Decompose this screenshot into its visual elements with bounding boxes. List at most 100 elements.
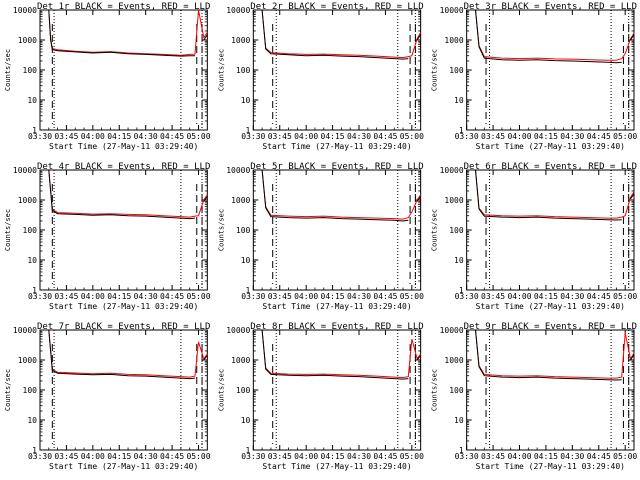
plot-title: Det 4r BLACK = Events, RED = LLD [37,162,210,172]
x-tick-label: 04:30 [560,452,584,461]
y-tick-label: 10000 [13,6,37,15]
y-tick-label: 10000 [226,166,250,175]
x-axis-label: Start Time (27-May-11 03:29:40) [49,302,198,311]
plot-frame [39,169,208,291]
x-axis-label: Start Time (27-May-11 03:29:40) [476,142,625,151]
x-tick-label: 03:30 [241,292,265,301]
y-axis-label: Counts/sec [4,49,12,91]
x-axis-label: Start Time (27-May-11 03:29:40) [49,462,198,471]
x-tick-label: 04:15 [107,132,131,141]
events-series-line [261,169,422,222]
x-tick-label: 04:30 [347,292,371,301]
detector-plot-7: Det 7r BLACK = Events, RED = LLD 1 10 100 10… [4,322,211,471]
y-tick-label: 1000 [444,196,463,205]
y-tick-label: 1 [246,286,251,295]
x-tick-label: 04:30 [134,292,158,301]
lld-series-line [261,329,422,379]
x-tick-label: 04:30 [560,292,584,301]
y-axis-label: Counts/sec [431,369,439,411]
x-tick-label: 04:00 [507,452,531,461]
events-series-line [475,169,635,221]
x-tick-label: 03:45 [481,452,505,461]
detector-plot-6: Det 6r BLACK = Events, RED = LLD 1 10 100 10… [431,162,638,311]
y-tick-label: 10 [454,96,464,105]
y-axis-label: Counts/sec [217,209,225,251]
x-axis-label: Start Time (27-May-11 03:29:40) [262,302,411,311]
x-tick-label: 03:30 [455,132,479,141]
x-tick-label: 03:45 [54,292,78,301]
x-tick-label: 04:30 [134,452,158,461]
x-tick-label: 04:00 [294,452,318,461]
x-tick-label: 03:30 [455,452,479,461]
plot-frame [252,169,422,291]
lld-series-line [475,9,635,61]
x-tick-label: 04:30 [347,132,371,141]
x-axis-label: Start Time (27-May-11 03:29:40) [262,142,411,151]
x-tick-label: 05:00 [613,452,637,461]
y-tick-label: 1000 [444,356,463,365]
y-tick-label: 10 [454,256,464,265]
plot-title: Det 8r BLACK = Events, RED = LLD [250,322,423,332]
events-series-line [261,329,422,380]
y-tick-label: 1000 [444,36,463,45]
y-axis-label: Counts/sec [431,209,439,251]
x-tick-label: 04:45 [160,132,184,141]
x-tick-label: 04:30 [560,132,584,141]
x-tick-label: 04:15 [107,292,131,301]
y-tick-label: 10 [241,256,251,265]
x-tick-label: 04:45 [373,292,397,301]
y-tick-label: 100 [236,66,251,75]
x-tick-label: 05:00 [613,292,637,301]
plot-frame [252,9,422,131]
y-tick-label: 1 [246,126,251,135]
x-axis-label: Start Time (27-May-11 03:29:40) [262,462,411,471]
plot-frame [252,329,422,451]
y-tick-label: 10000 [440,166,464,175]
lld-series-line [48,329,208,378]
x-tick-label: 04:15 [321,132,345,141]
y-axis-label: Counts/sec [4,369,12,411]
x-tick-label: 04:45 [160,452,184,461]
x-tick-label: 03:45 [481,132,505,141]
x-tick-label: 04:00 [81,452,105,461]
y-tick-label: 1000 [18,196,37,205]
plot-title: Det 9r BLACK = Events, RED = LLD [464,322,637,332]
y-tick-label: 10000 [440,6,464,15]
y-tick-label: 100 [23,226,38,235]
plot-title: Det 6r BLACK = Events, RED = LLD [464,162,637,172]
x-tick-label: 03:30 [241,132,265,141]
y-tick-label: 100 [449,386,464,395]
y-tick-label: 1 [459,126,464,135]
x-tick-label: 03:45 [54,452,78,461]
y-tick-label: 10 [241,416,251,425]
y-tick-label: 100 [23,386,38,395]
x-tick-label: 05:00 [613,132,637,141]
x-tick-label: 05:00 [186,452,210,461]
y-tick-label: 1000 [231,356,250,365]
y-tick-label: 1000 [18,356,37,365]
y-tick-label: 1 [246,446,251,455]
plot-title: Det 2r BLACK = Events, RED = LLD [250,2,423,12]
events-series-line [475,9,635,64]
x-tick-label: 04:45 [160,292,184,301]
x-tick-label: 04:15 [107,452,131,461]
plot-frame [39,9,208,131]
plot-title: Det 7r BLACK = Events, RED = LLD [37,322,210,332]
x-tick-label: 04:30 [134,132,158,141]
y-tick-label: 1 [459,286,464,295]
x-tick-label: 05:00 [400,292,424,301]
x-tick-label: 04:45 [373,452,397,461]
x-tick-label: 04:45 [373,132,397,141]
x-tick-label: 05:00 [186,292,210,301]
detector-plot-9: Det 9r BLACK = Events, RED = LLD 1 10 100 10… [431,322,638,471]
y-axis-label: Counts/sec [217,369,225,411]
lld-series-line [475,329,635,379]
y-tick-label: 1 [459,446,464,455]
detector-plot-4: Det 4r BLACK = Events, RED = LLD 1 10 100 10… [4,162,211,311]
y-axis-label: Counts/sec [431,49,439,91]
x-tick-label: 04:15 [321,452,345,461]
y-tick-label: 10000 [226,6,250,15]
y-tick-label: 100 [236,226,251,235]
y-tick-label: 10 [27,256,37,265]
